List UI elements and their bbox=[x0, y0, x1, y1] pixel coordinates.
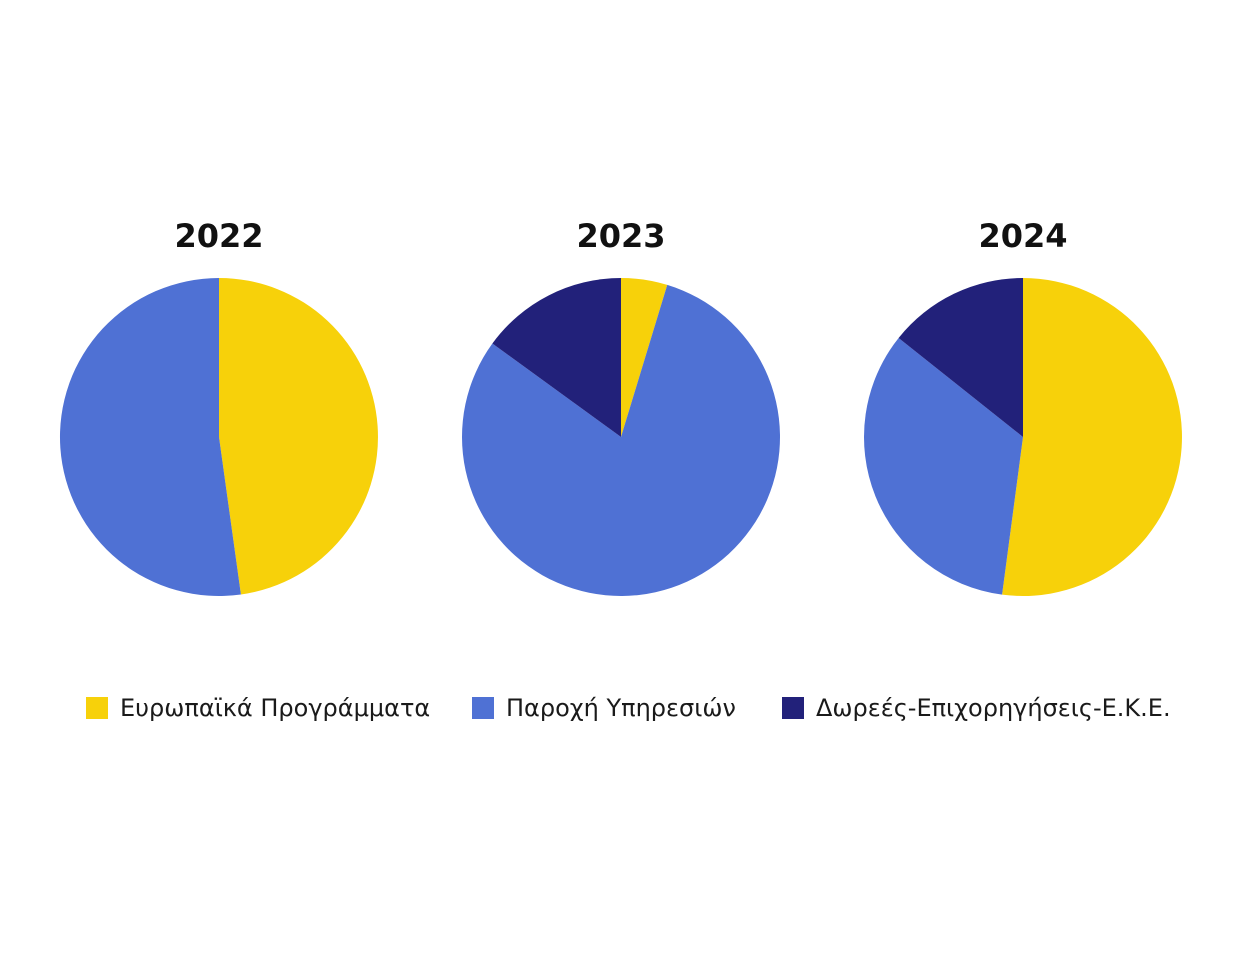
pie-slice-2023-european-programs bbox=[621, 278, 668, 437]
pie-slice-2022-european-programs bbox=[219, 278, 378, 595]
legend-swatch-services bbox=[472, 697, 494, 719]
pie-slice-2024-european-programs bbox=[1002, 278, 1182, 597]
pie-slice-2024-donations bbox=[898, 278, 1023, 437]
pie-title-2022: 2022 bbox=[174, 217, 263, 255]
legend-label-donations: Δωρεές-Επιχορηγήσεις-Ε.Κ.Ε. bbox=[816, 694, 1171, 722]
pie-slice-2023-services bbox=[462, 284, 781, 596]
pie-title-2024: 2024 bbox=[978, 217, 1067, 255]
legend: Ευρωπαϊκά Προγράμματα Παροχή Υπηρεσιών Δ… bbox=[0, 688, 1243, 728]
pie-title-2023: 2023 bbox=[576, 217, 665, 255]
legend-item-donations: Δωρεές-Επιχορηγήσεις-Ε.Κ.Ε. bbox=[782, 688, 1171, 728]
legend-item-european-programs: Ευρωπαϊκά Προγράμματα bbox=[86, 688, 430, 728]
legend-label-services: Παροχή Υπηρεσιών bbox=[506, 694, 736, 722]
pie-slice-2024-services bbox=[864, 337, 1023, 595]
legend-label-european-programs: Ευρωπαϊκά Προγράμματα bbox=[120, 694, 431, 722]
legend-swatch-european-programs bbox=[86, 697, 108, 719]
legend-item-services: Παροχή Υπηρεσιών bbox=[472, 688, 736, 728]
legend-swatch-donations bbox=[782, 697, 804, 719]
pie-slice-2023-donations bbox=[492, 278, 621, 437]
pie-slice-2022-services bbox=[59, 278, 241, 596]
pie-charts-canvas: 2022 2023 2024 bbox=[59, 217, 1182, 597]
